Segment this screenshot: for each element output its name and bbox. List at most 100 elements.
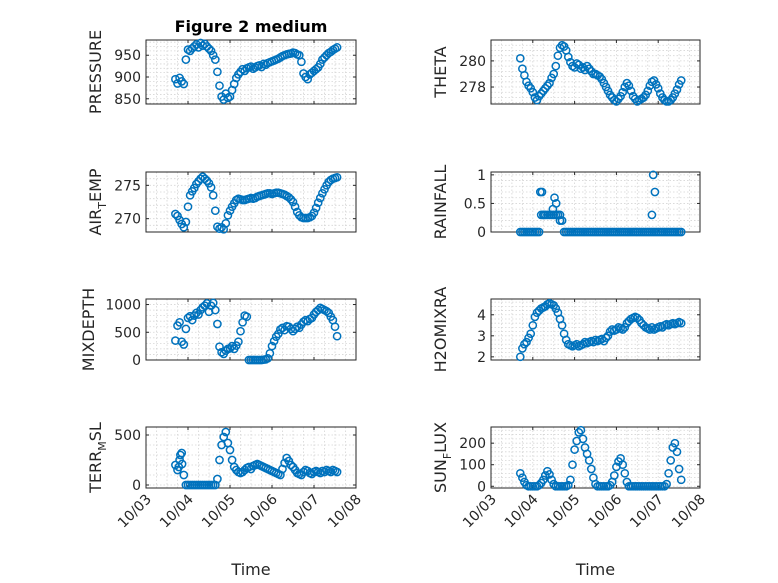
data-point [515,352,525,362]
data-point [213,319,222,329]
y-tick-label: 200 [459,436,486,452]
data-point [561,335,571,345]
data-point [545,78,554,88]
data-point [267,341,277,351]
data-point [643,86,653,96]
axes-theta: 278 280 THETA [431,39,701,106]
data-point [320,467,329,477]
axes-terr_msl: 10/03 10/04 10/05 10/06 10/07 10/08 0 500 TERRMS… [86,422,365,579]
data-point [246,62,256,71]
x-tick-label: 10/04 [502,491,542,531]
y-axis-label: MIXDEPTH [79,288,98,371]
data-point [626,86,636,96]
data-point [632,313,642,323]
data-point [620,468,630,478]
data-point [176,450,185,460]
data-point [221,346,231,355]
data-point [551,304,561,313]
data-point [563,52,573,62]
y-label-main: TERR [86,451,105,494]
y-tick-label: 4 [477,308,486,324]
data-point [578,434,588,444]
data-point [322,306,331,316]
series-markers [515,298,686,362]
y-label-rest: EMP [86,168,105,202]
y-axis-label: TERRMSL [86,422,109,494]
series-markers [515,425,686,491]
data-point [213,474,222,484]
data-point [290,202,300,212]
y-tick-label: 1000 [105,298,141,314]
data-point [263,353,273,363]
data-point [660,481,669,491]
series-markers [171,172,342,234]
axes-frame [145,426,357,489]
y-axis-label: AIRTEMP [86,168,109,235]
data-point [303,74,313,84]
y-tick-label: 0 [477,479,486,495]
data-point [547,475,556,485]
data-point [530,312,540,322]
data-point [620,323,630,332]
y-tick-label: 1 [477,168,486,184]
x-axis-label: Time [575,560,615,579]
y-label-rest: LUX [431,422,450,453]
data-point [526,329,536,339]
y-tick-label: 3 [477,329,486,345]
axes-mixdepth: 0 500 1000 MIXDEPTH [79,288,357,371]
y-tick-label: 100 [459,458,486,474]
y-tick-label: 950 [114,48,141,64]
y-tick-label: 2 [477,350,486,366]
x-tick-label: 10/07 [283,492,323,532]
data-point [313,198,323,208]
series-markers [171,38,342,104]
data-point [624,81,634,91]
y-axis-label: SUNFLUX [431,422,454,493]
data-point [288,197,298,207]
data-point [538,475,548,485]
data-point [534,227,544,237]
data-point [227,455,237,465]
data-point [206,182,216,192]
data-point [181,324,191,334]
data-point [662,479,671,489]
data-point [618,460,628,470]
data-point [518,344,527,353]
data-point [332,467,342,477]
data-point [557,320,567,330]
data-point [609,471,619,480]
data-point [208,190,218,200]
data-point [551,61,561,71]
data-point [273,329,283,339]
data-point [194,43,203,52]
y-tick-label: 278 [459,80,486,96]
data-point [200,301,210,311]
data-point [313,305,323,315]
data-point [601,333,611,343]
data-point [566,475,575,485]
data-point [572,339,582,349]
y-tick-label: 270 [114,212,141,228]
data-point [181,55,191,64]
data-point [311,203,321,213]
data-point [309,208,319,218]
data-point [299,467,308,477]
data-point [187,315,197,325]
data-point [539,210,549,220]
data-point [645,325,655,334]
data-point [204,44,214,54]
data-point [603,331,613,341]
y-tick-label: 280 [459,54,486,70]
data-point [315,193,325,203]
y-axis-label: THETA [431,46,450,98]
y-tick-label: 500 [114,428,141,444]
x-tick-label: 10/05 [199,492,239,532]
data-point [297,57,306,67]
data-point [670,438,680,448]
grid [145,427,357,488]
y-tick-label: 850 [114,92,141,108]
data-point [183,202,193,212]
x-tick-label: 10/06 [241,491,281,531]
data-point [666,456,676,465]
